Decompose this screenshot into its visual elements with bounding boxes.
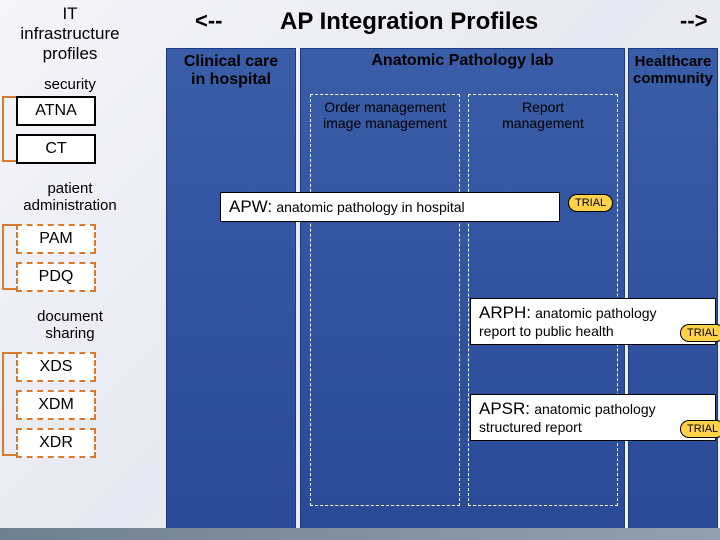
arrow-left: <-- <box>195 8 223 34</box>
profile-atna: ATNA <box>16 96 96 126</box>
bracket-docsharing <box>2 352 16 456</box>
trial-pill-arph: TRIAL <box>680 324 720 342</box>
group-patientadmin-label: patient administration <box>0 178 140 220</box>
band-apw-text: anatomic pathology in hospital <box>276 199 464 215</box>
profile-xdr: XDR <box>16 428 96 458</box>
bracket-patientadmin <box>2 224 16 290</box>
page-title: AP Integration Profiles <box>280 8 538 36</box>
column-healthcare: Healthcare community <box>628 48 718 530</box>
column-lab-title: Anatomic Pathology lab <box>300 48 625 74</box>
panel-order-image: Order management image management <box>310 94 460 506</box>
sidebar: IT infrastructure profiles <box>0 0 140 66</box>
column-clinical-title: Clinical care in hospital <box>167 49 295 93</box>
band-apsr: APSR: anatomic pathology structured repo… <box>470 394 716 441</box>
band-arph-acronym: ARPH: <box>479 303 531 322</box>
band-arph-text: anatomic pathology <box>535 305 656 321</box>
trial-pill-apw: TRIAL <box>568 194 613 212</box>
profile-xds: XDS <box>16 352 96 382</box>
band-arph-sub: report to public health <box>479 323 614 339</box>
band-apw-acronym: APW: <box>229 197 272 216</box>
band-apsr-sub: structured report <box>479 419 582 435</box>
arrow-right: --> <box>680 8 708 34</box>
column-clinical: Clinical care in hospital <box>166 48 296 530</box>
bracket-security <box>2 96 16 162</box>
column-healthcare-title: Healthcare community <box>629 49 717 91</box>
band-arph: ARPH: anatomic pathology report to publi… <box>470 298 716 345</box>
band-apsr-acronym: APSR: <box>479 399 530 418</box>
sidebar-title: IT infrastructure profiles <box>0 0 140 66</box>
group-docsharing-label: document sharing <box>0 306 140 348</box>
trial-pill-apsr: TRIAL <box>680 420 720 438</box>
panel-report-title: Report management <box>469 95 617 135</box>
profile-ct: CT <box>16 134 96 164</box>
profile-pam: PAM <box>16 224 96 254</box>
panel-order-title: Order management image management <box>311 95 459 135</box>
profile-xdm: XDM <box>16 390 96 420</box>
band-apsr-text: anatomic pathology <box>534 401 655 417</box>
band-apw: APW: anatomic pathology in hospital <box>220 192 560 222</box>
profile-pdq: PDQ <box>16 262 96 292</box>
slide-footer-bar <box>0 528 720 540</box>
